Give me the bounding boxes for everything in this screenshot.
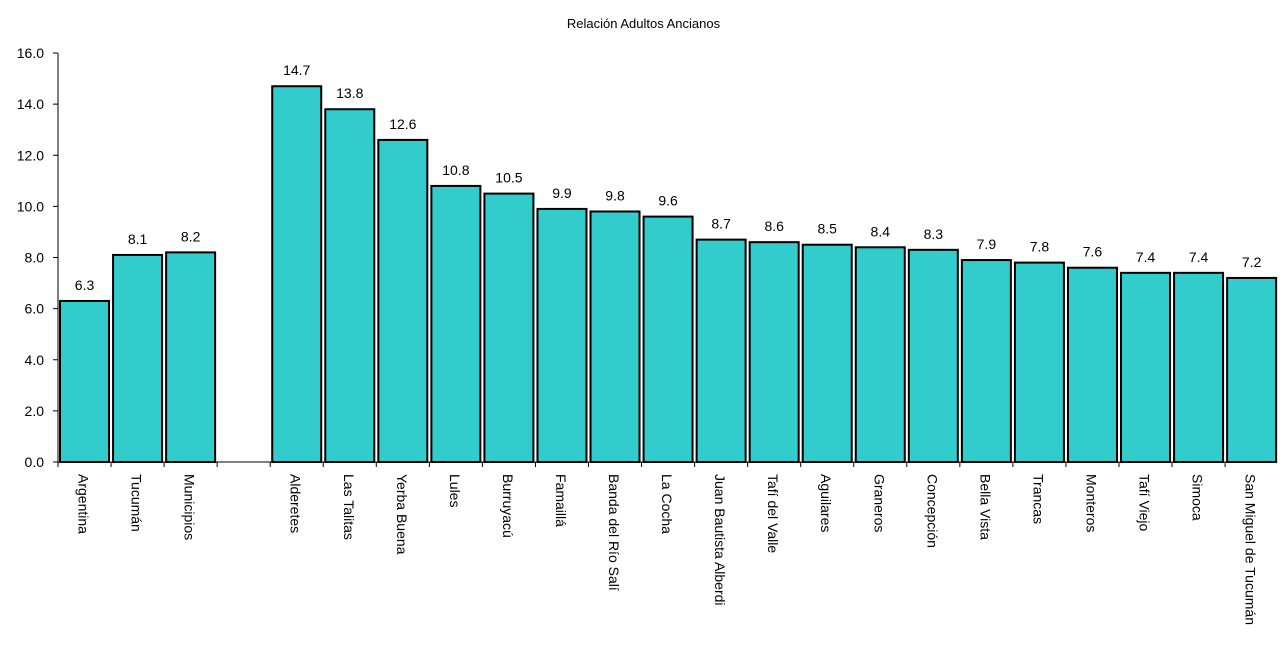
category-label: Simoca bbox=[1190, 474, 1206, 521]
bar bbox=[642, 215, 694, 463]
category-label: Graneros bbox=[871, 474, 887, 532]
y-tick-label: 2.0 bbox=[25, 403, 45, 419]
category-label: Las Talitas bbox=[341, 474, 357, 540]
data-label: 8.2 bbox=[181, 228, 201, 244]
y-tick-label: 16.0 bbox=[17, 45, 44, 61]
y-ticks: 0.0 2.0 4.0 6.0 8.0 10.0 12.0 14.0 16.0 bbox=[17, 45, 58, 470]
category-label: Municipios bbox=[182, 474, 198, 540]
bar bbox=[695, 238, 747, 463]
category-label: Concepción bbox=[924, 474, 940, 548]
bar bbox=[748, 241, 800, 463]
category-label: Lules bbox=[447, 474, 463, 507]
category-labels: Argentina Tucumán Municipios Alderetes Las T… bbox=[76, 474, 1259, 625]
data-label: 8.7 bbox=[711, 216, 731, 232]
data-label: 13.8 bbox=[336, 85, 363, 101]
data-label: 7.9 bbox=[977, 236, 997, 252]
data-label: 9.6 bbox=[658, 193, 678, 209]
bar bbox=[377, 138, 429, 463]
category-label: Argentina bbox=[76, 474, 92, 534]
data-label: 8.3 bbox=[924, 226, 944, 242]
category-label: Alderetes bbox=[288, 474, 304, 533]
bar bbox=[324, 108, 376, 464]
category-label: Tafí Viejo bbox=[1137, 474, 1153, 532]
data-labels: 6.3 8.1 8.2 14.7 13.8 12.6 10.8 10.5 9.9 9.8 9.6 8.… bbox=[75, 62, 1262, 293]
data-label: 7.4 bbox=[1136, 249, 1156, 265]
bar bbox=[430, 184, 482, 464]
bar bbox=[112, 253, 164, 463]
category-label: Trancas bbox=[1030, 474, 1046, 524]
y-tick-label: 6.0 bbox=[25, 301, 45, 317]
data-label: 7.2 bbox=[1242, 254, 1262, 270]
data-label: 7.8 bbox=[1030, 239, 1050, 255]
bar bbox=[536, 207, 588, 463]
bars-layer bbox=[59, 85, 1278, 464]
category-label: Tucumán bbox=[129, 474, 145, 532]
bar bbox=[589, 210, 641, 463]
x-ticks bbox=[57, 462, 1226, 467]
bar bbox=[1173, 271, 1225, 463]
data-label: 9.9 bbox=[552, 185, 572, 201]
chart-title: Relación Adultos Ancianos bbox=[566, 16, 721, 31]
category-label: Burruyacú bbox=[500, 474, 516, 538]
data-label: 7.6 bbox=[1083, 244, 1103, 260]
bar bbox=[1066, 266, 1118, 463]
category-label: Juan Bautista Alberdi bbox=[712, 474, 728, 606]
data-label: 8.6 bbox=[764, 218, 784, 234]
bar bbox=[59, 299, 111, 463]
y-tick-label: 10.0 bbox=[17, 198, 44, 214]
y-tick-label: 14.0 bbox=[17, 96, 44, 112]
data-label: 10.8 bbox=[442, 162, 469, 178]
bar bbox=[854, 246, 906, 463]
data-label: 12.6 bbox=[389, 116, 416, 132]
y-tick-label: 8.0 bbox=[25, 250, 45, 266]
data-label: 8.1 bbox=[128, 231, 148, 247]
bar bbox=[1120, 271, 1172, 463]
category-label: Bella Vista bbox=[977, 474, 993, 540]
data-label: 10.5 bbox=[495, 170, 522, 186]
data-label: 7.4 bbox=[1189, 249, 1209, 265]
category-label: Tafí del Valle bbox=[765, 474, 781, 553]
data-label: 8.4 bbox=[871, 223, 891, 239]
bar bbox=[165, 251, 217, 463]
bar bbox=[1013, 261, 1065, 463]
category-label: Famaillá bbox=[553, 474, 569, 527]
category-label: Yerba Buena bbox=[394, 474, 410, 555]
bar bbox=[801, 243, 853, 463]
bar bbox=[483, 192, 535, 463]
data-label: 8.5 bbox=[817, 221, 837, 237]
y-tick-label: 12.0 bbox=[17, 147, 44, 163]
bar bbox=[271, 85, 323, 463]
category-label: Banda del Río Salí bbox=[606, 474, 622, 591]
data-label: 6.3 bbox=[75, 277, 95, 293]
category-label: La Cocha bbox=[659, 474, 675, 534]
bar bbox=[1226, 276, 1278, 464]
data-label: 9.8 bbox=[605, 187, 625, 203]
bar bbox=[960, 259, 1012, 463]
y-tick-label: 4.0 bbox=[25, 352, 45, 368]
category-label: Aguilares bbox=[818, 474, 834, 532]
category-label: San Miguel de Tucumán bbox=[1243, 474, 1259, 625]
bar bbox=[907, 248, 959, 463]
y-tick-label: 0.0 bbox=[25, 454, 45, 470]
data-label: 14.7 bbox=[283, 62, 310, 78]
category-label: Monteros bbox=[1083, 474, 1099, 532]
